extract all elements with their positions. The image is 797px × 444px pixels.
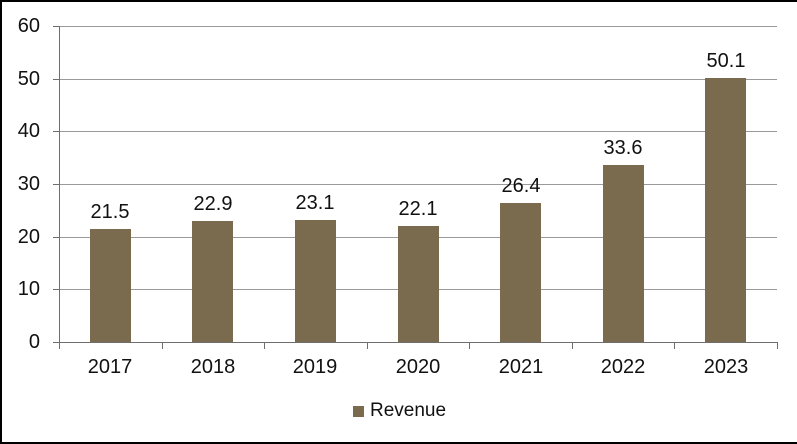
gridline xyxy=(59,78,777,80)
y-tick-label: 50 xyxy=(17,67,40,90)
y-axis-tick xyxy=(53,78,59,80)
x-axis-tick xyxy=(367,342,368,349)
x-axis-tick xyxy=(162,342,163,349)
y-axis-tick xyxy=(53,236,59,238)
y-axis-tick xyxy=(53,289,59,291)
y-tick-label: 0 xyxy=(28,331,40,353)
x-tick-label: 2021 xyxy=(498,356,544,378)
x-axis-tick xyxy=(59,342,60,349)
x-axis-tick xyxy=(572,342,573,349)
bar-value-label: 50.1 xyxy=(706,50,746,72)
bar-value-label: 22.9 xyxy=(193,193,233,215)
y-axis-tick xyxy=(53,342,59,343)
gridline xyxy=(59,26,777,27)
bar xyxy=(192,221,233,342)
x-tick-label: 2020 xyxy=(395,356,441,378)
bar-value-label: 21.5 xyxy=(90,201,130,223)
gridline xyxy=(59,131,777,133)
x-axis-tick xyxy=(674,342,675,349)
bar-value-label: 26.4 xyxy=(501,175,541,197)
x-axis-line xyxy=(59,342,778,343)
bar xyxy=(500,202,541,342)
bar xyxy=(705,78,746,342)
legend: Revenue xyxy=(2,400,797,422)
y-tick-label: 60 xyxy=(17,15,40,37)
bar-value-label: 23.1 xyxy=(295,192,335,214)
x-axis-tick xyxy=(264,342,265,349)
y-tick-label: 30 xyxy=(17,173,40,195)
bar-value-label: 33.6 xyxy=(603,137,643,159)
legend-swatch-revenue xyxy=(352,405,364,417)
bar xyxy=(90,228,131,342)
y-axis-tick xyxy=(53,131,59,133)
y-tick-label: 10 xyxy=(17,278,40,301)
x-tick-label: 2022 xyxy=(600,356,646,378)
y-tick-label: 40 xyxy=(17,120,40,143)
x-axis-tick xyxy=(777,342,778,349)
bar xyxy=(295,220,336,342)
y-tick-label: 20 xyxy=(17,225,40,248)
x-axis-tick xyxy=(469,342,470,349)
x-tick-label: 2018 xyxy=(190,356,236,378)
y-axis-tick xyxy=(53,184,59,185)
gridline xyxy=(59,184,777,185)
x-tick-label: 2019 xyxy=(292,356,338,378)
y-axis-line xyxy=(59,26,60,343)
x-tick-label: 2017 xyxy=(87,356,133,378)
x-tick-label: 2023 xyxy=(703,356,749,378)
bar xyxy=(603,165,644,342)
bar-value-label: 22.1 xyxy=(398,198,438,220)
bar xyxy=(398,225,439,342)
y-axis-tick xyxy=(53,26,59,27)
legend-label-revenue: Revenue xyxy=(369,400,447,421)
